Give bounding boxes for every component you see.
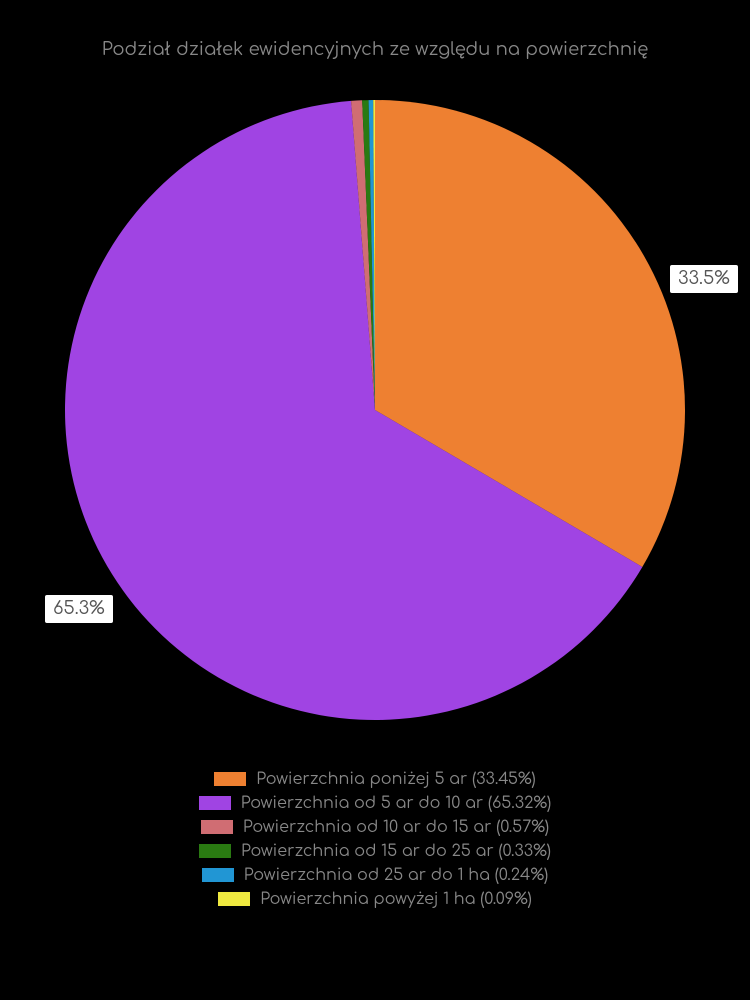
legend-item-5[interactable]: Powierzchnia powyżej 1 ha (0.09%) <box>218 890 532 908</box>
legend-swatch-3 <box>199 844 231 858</box>
pie-chart <box>30 90 720 730</box>
legend-label-3: Powierzchnia od 15 ar do 25 ar (0.33%) <box>241 842 551 860</box>
legend-swatch-0 <box>214 772 246 786</box>
slice-label-1: 65.3% <box>45 595 113 623</box>
chart-container: Podział działek ewidencyjnych ze względu… <box>0 0 750 1000</box>
legend-label-4: Powierzchnia od 25 ar do 1 ha (0.24%) <box>244 866 548 884</box>
slice-label-0: 33.5% <box>670 265 738 293</box>
legend-label-5: Powierzchnia powyżej 1 ha (0.09%) <box>260 890 532 908</box>
legend-item-0[interactable]: Powierzchnia poniżej 5 ar (33.45%) <box>214 770 535 788</box>
legend-item-4[interactable]: Powierzchnia od 25 ar do 1 ha (0.24%) <box>202 866 548 884</box>
legend-item-2[interactable]: Powierzchnia od 10 ar do 15 ar (0.57%) <box>201 818 549 836</box>
legend-item-1[interactable]: Powierzchnia od 5 ar do 10 ar (65.32%) <box>199 794 552 812</box>
chart-title: Podział działek ewidencyjnych ze względu… <box>30 40 720 60</box>
legend: Powierzchnia poniżej 5 ar (33.45%) Powier… <box>30 770 720 908</box>
legend-label-0: Powierzchnia poniżej 5 ar (33.45%) <box>256 770 535 788</box>
legend-swatch-5 <box>218 892 250 906</box>
legend-label-1: Powierzchnia od 5 ar do 10 ar (65.32%) <box>241 794 552 812</box>
legend-swatch-2 <box>201 820 233 834</box>
legend-swatch-4 <box>202 868 234 882</box>
pie-wrap: 33.5%65.3% <box>30 90 720 730</box>
legend-swatch-1 <box>199 796 231 810</box>
legend-label-2: Powierzchnia od 10 ar do 15 ar (0.57%) <box>243 818 549 836</box>
legend-item-3[interactable]: Powierzchnia od 15 ar do 25 ar (0.33%) <box>199 842 551 860</box>
